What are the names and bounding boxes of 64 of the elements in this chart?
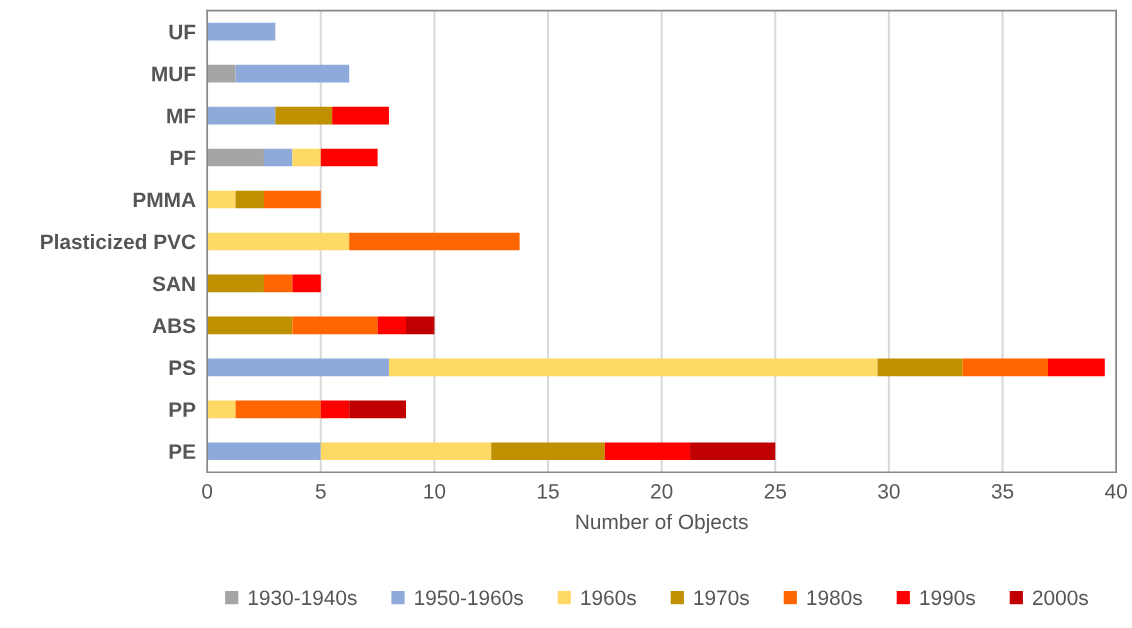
bar (332, 106, 389, 125)
bar (263, 274, 293, 293)
bar (604, 442, 691, 461)
bar (320, 442, 492, 461)
bar (235, 190, 264, 209)
legend-label: 1950-1960s (415, 590, 523, 606)
bar (320, 148, 378, 167)
bar (207, 274, 264, 293)
bar (1047, 358, 1105, 377)
y-tick-label: PMMA (133, 192, 196, 208)
bar (320, 400, 350, 419)
bar (207, 22, 276, 41)
bar (292, 316, 378, 335)
x-tick-label: 15 (538, 484, 559, 499)
y-tick-label: ABS (152, 318, 196, 334)
bar (207, 148, 264, 167)
y-tick-label: SAN (152, 276, 195, 292)
x-axis-title: Number of Objects (576, 513, 748, 534)
x-tick-label: 35 (991, 483, 1014, 499)
bar (207, 106, 276, 125)
x-tick-label: 20 (651, 483, 673, 499)
bar (207, 442, 321, 461)
y-tick-label: PF (170, 150, 196, 166)
bar (207, 232, 350, 251)
bar (491, 442, 605, 461)
bar (263, 190, 321, 209)
bar (877, 358, 963, 377)
bar (207, 316, 293, 335)
legend-label: 1960s (581, 590, 636, 606)
bar (235, 400, 321, 419)
legend-label: 1990s (920, 590, 975, 606)
bar (377, 316, 406, 335)
x-tick-label: 25 (764, 483, 786, 499)
bar (207, 400, 236, 419)
y-tick-label: PP (169, 402, 196, 417)
bar (349, 232, 520, 251)
bar (235, 64, 350, 83)
x-tick-label: 5 (315, 484, 326, 499)
y-tick-label: MUF (152, 66, 196, 82)
y-tick-label: PE (169, 444, 196, 459)
legend-label: 1970s (694, 590, 749, 606)
bar (292, 274, 321, 293)
x-tick-label: 40 (1105, 483, 1127, 499)
y-tick-label: UF (169, 24, 196, 40)
legend-label: 1980s (807, 590, 862, 606)
bar (207, 358, 389, 377)
y-tick-label: MF (167, 108, 196, 124)
bar (263, 148, 293, 167)
bar (349, 400, 406, 419)
bar (388, 358, 878, 377)
bar (275, 106, 333, 125)
y-tick-label: PS (169, 360, 196, 376)
legend-label: 1930-1940s (248, 590, 357, 606)
legend-label: 2000s (1032, 590, 1088, 606)
x-tick-label: 30 (878, 483, 900, 499)
x-tick-label: 0 (202, 483, 213, 499)
x-tick-label: 10 (424, 483, 446, 499)
bar (690, 442, 776, 461)
bar (406, 316, 435, 335)
y-tick-label: Plasticized PVC (41, 233, 196, 250)
bar (207, 64, 236, 83)
bar (292, 148, 321, 167)
bar (207, 190, 236, 209)
bar (962, 358, 1048, 377)
